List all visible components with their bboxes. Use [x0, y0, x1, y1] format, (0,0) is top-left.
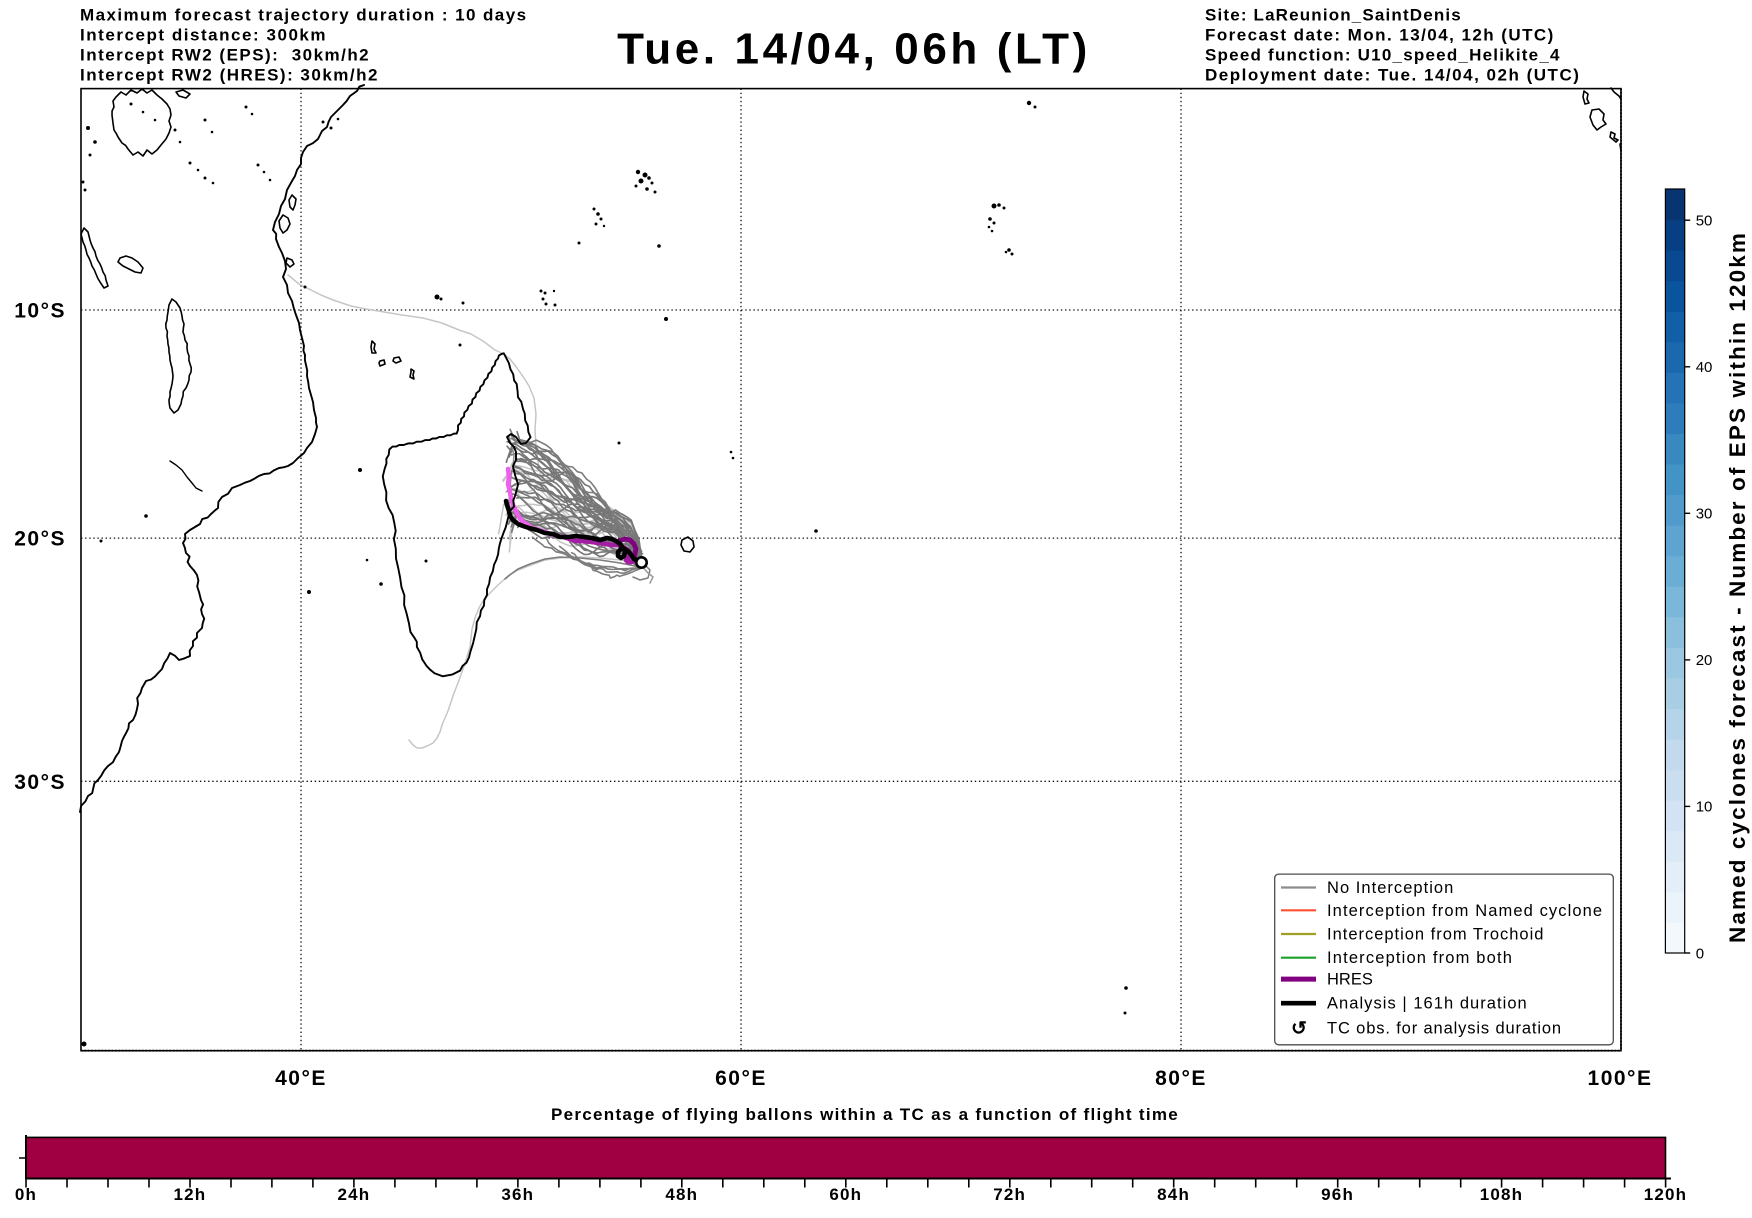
svg-text:0h: 0h	[15, 1185, 37, 1204]
svg-text:Tue. 14/04, 06h (LT): Tue. 14/04, 06h (LT)	[617, 25, 1091, 74]
svg-text:Site: LaReunion_SaintDenis: Site: LaReunion_SaintDenis	[1205, 6, 1462, 25]
svg-text:80°E: 80°E	[1155, 1067, 1207, 1090]
svg-text:Intercept RW2 (EPS): 30km/h2: Intercept RW2 (EPS): 30km/h2	[80, 46, 370, 65]
svg-text:36h: 36h	[501, 1185, 534, 1204]
svg-text:HRES: HRES	[1327, 971, 1373, 989]
svg-text:Intercept distance: 300km: Intercept distance: 300km	[80, 26, 327, 45]
svg-text:Forecast date: Mon. 13/04, 12h: Forecast date: Mon. 13/04, 12h (UTC)	[1205, 26, 1555, 45]
svg-text:60°E: 60°E	[715, 1067, 767, 1090]
svg-text:10: 10	[1696, 799, 1713, 816]
svg-text:Interception from both: Interception from both	[1327, 949, 1513, 967]
svg-text:Interception from Named cyclon: Interception from Named cyclone	[1327, 902, 1603, 920]
svg-text:40: 40	[1696, 359, 1713, 376]
svg-text:Analysis | 161h duration: Analysis | 161h duration	[1327, 995, 1528, 1013]
svg-text:20°S: 20°S	[14, 528, 66, 551]
svg-text:No Interception: No Interception	[1327, 879, 1454, 897]
svg-text:48h: 48h	[665, 1185, 698, 1204]
svg-text:Deployment date: Tue. 14/04, 0: Deployment date: Tue. 14/04, 02h (UTC)	[1205, 65, 1580, 84]
svg-text:12h: 12h	[173, 1185, 206, 1204]
svg-text:30°S: 30°S	[14, 771, 66, 794]
svg-text:120h: 120h	[1644, 1185, 1688, 1204]
svg-text:108h: 108h	[1480, 1185, 1524, 1204]
svg-text:72h: 72h	[993, 1185, 1026, 1204]
svg-text:Named cyclones forecast - Numb: Named cyclones forecast - Number of EPS …	[1725, 231, 1750, 943]
svg-text:Interception from Trochoid: Interception from Trochoid	[1327, 926, 1544, 944]
svg-text:84h: 84h	[1157, 1185, 1190, 1204]
svg-text:100°E: 100°E	[1588, 1067, 1653, 1090]
svg-text:30: 30	[1696, 506, 1713, 523]
svg-text:10°S: 10°S	[14, 300, 66, 323]
svg-text:24h: 24h	[337, 1185, 370, 1204]
svg-text:Percentage of flying ballons w: Percentage of flying ballons within a TC…	[551, 1105, 1179, 1124]
svg-text:Speed function: U10_speed_Heli: Speed function: U10_speed_Helikite_4	[1205, 46, 1561, 65]
svg-text:60h: 60h	[829, 1185, 862, 1204]
svg-text:0: 0	[1696, 945, 1704, 962]
svg-text:↺: ↺	[1291, 1019, 1307, 1040]
svg-text:Intercept RW2 (HRES): 30km/h2: Intercept RW2 (HRES): 30km/h2	[80, 65, 379, 84]
svg-text:20: 20	[1696, 652, 1713, 669]
svg-text:Maximum forecast trajectory du: Maximum forecast trajectory duration : 1…	[80, 6, 527, 25]
svg-text:50: 50	[1696, 213, 1713, 230]
svg-text:TC obs. for analysis duration: TC obs. for analysis duration	[1327, 1020, 1562, 1038]
svg-text:40°E: 40°E	[275, 1067, 327, 1090]
svg-text:96h: 96h	[1321, 1185, 1354, 1204]
